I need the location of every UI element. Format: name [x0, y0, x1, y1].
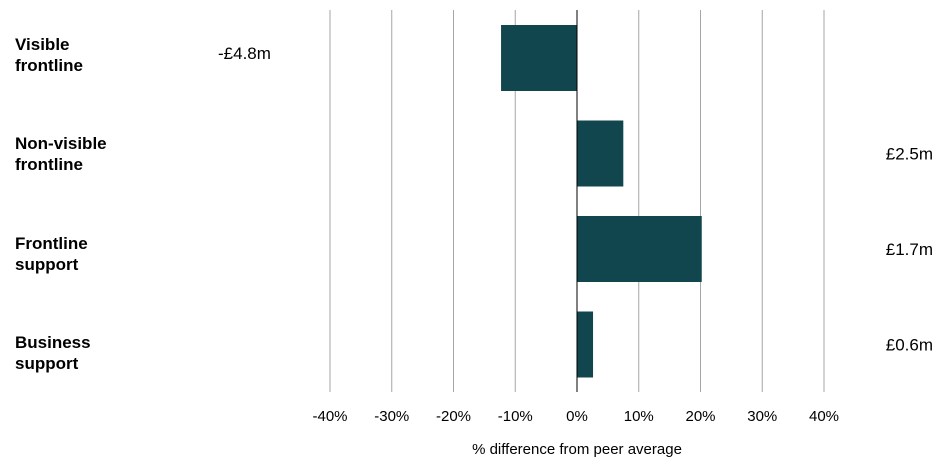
x-axis-title: % difference from peer average — [472, 441, 682, 457]
bar — [577, 120, 624, 187]
category-label-business-support: Business support — [15, 333, 91, 373]
bars — [501, 25, 702, 378]
bar — [577, 216, 702, 282]
x-tick-label: 10% — [624, 408, 654, 425]
value-labels: -£4.8m £2.5m £1.7m £0.6m — [218, 44, 933, 355]
value-label: £2.5m — [886, 145, 933, 164]
x-tick-label: -10% — [498, 408, 533, 425]
x-tick-label: 40% — [809, 408, 839, 425]
x-tick-label: -20% — [436, 408, 471, 425]
value-label: -£4.8m — [218, 44, 271, 63]
bar — [501, 25, 577, 91]
category-label-frontline-support: Frontline support — [15, 234, 88, 274]
x-tick-label: 0% — [566, 408, 588, 425]
x-tick-label: 30% — [747, 408, 777, 425]
x-tick-label: -40% — [312, 408, 347, 425]
category-label-visible-frontline: Visible frontline — [15, 35, 83, 75]
bar — [577, 311, 594, 378]
category-label-non-visible-frontline: Non-visible frontline — [15, 134, 107, 174]
x-tick-labels: -40% -30% -20% -10% 0% 10% 20% 30% 40% — [312, 408, 839, 425]
x-tick-label: -30% — [374, 408, 409, 425]
value-label: £0.6m — [886, 336, 933, 355]
value-label: £1.7m — [886, 240, 933, 259]
x-tick-label: 20% — [685, 408, 715, 425]
